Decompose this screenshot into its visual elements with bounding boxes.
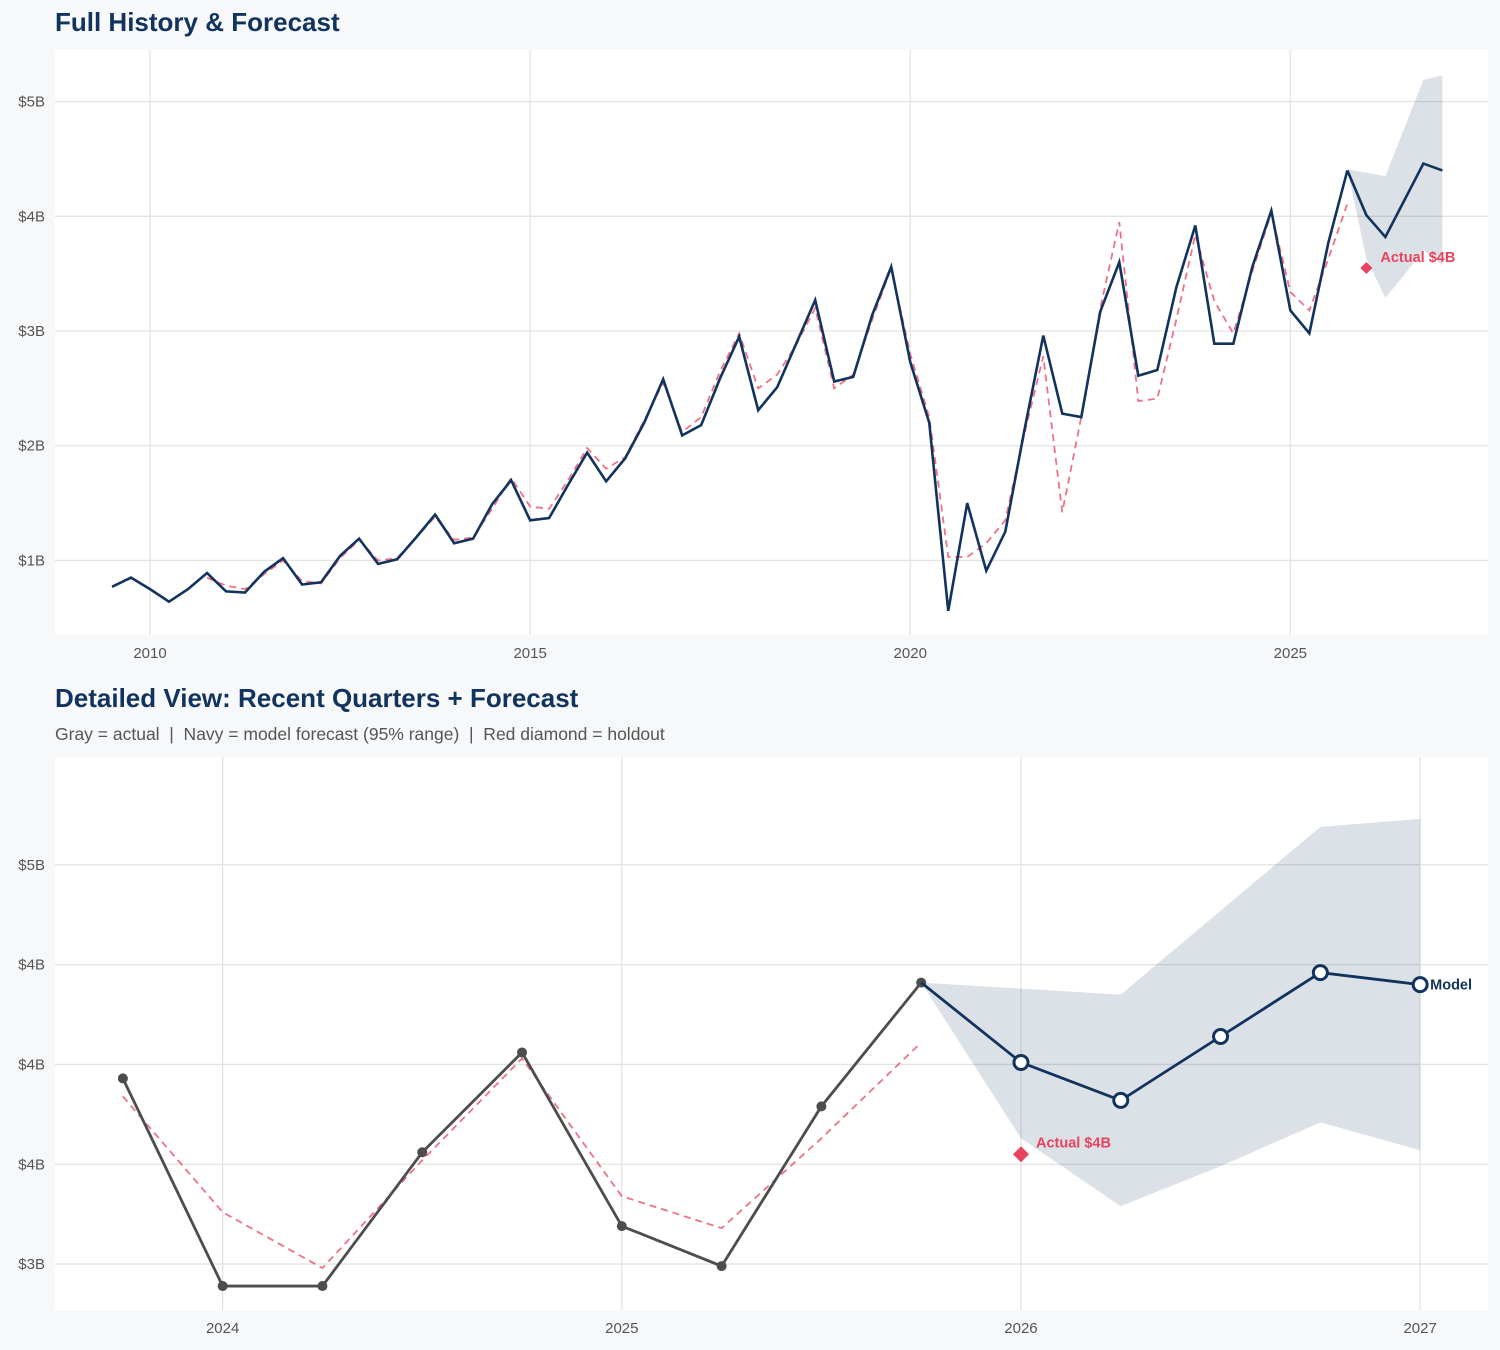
fitted-line [122,1041,922,1270]
x-tick-label: 2010 [133,645,166,662]
forecast-line [920,971,1421,1102]
holdout-label: Actual $4B [1036,1135,1111,1151]
y-tick-label: $5B [18,94,45,111]
y-tick-label: $3B [18,1256,45,1273]
actual-point [816,1101,827,1112]
x-tick-label: 2026 [1004,1320,1037,1337]
holdout-label: Actual $4B [1380,250,1455,266]
plot-area [55,757,1488,1310]
y-tick-label: $4B [18,957,45,974]
holdout-diamond [1012,1146,1029,1163]
forecast-point [1112,1091,1130,1109]
bottom-chart-title: Detailed View: Recent Quarters + Forecas… [55,683,579,713]
y-tick-label: $4B [18,1056,45,1073]
actual-point [616,1221,627,1232]
forecast-line [1346,161,1443,240]
forecast-point [1311,964,1329,982]
y-tick-label: $2B [18,438,45,455]
forecast-95-range-band [921,818,1421,1207]
bottom-chart-subtitle: Gray = actual | Navy = model forecast (9… [55,724,665,744]
x-tick-label: 2025 [1274,645,1307,662]
x-tick-label: 2024 [206,1320,239,1337]
forecast-95-range-band [1347,75,1443,298]
forecast-point [1212,1027,1230,1045]
actual-line [111,170,1349,612]
y-tick-label: $5B [18,857,45,874]
x-tick-label: 2025 [605,1320,638,1337]
actual-point [317,1281,328,1292]
y-tick-label: $1B [18,552,45,569]
forecast-point [1012,1053,1030,1071]
series-label-model: Model [1430,978,1472,994]
y-tick-label: $3B [18,323,45,340]
y-tick-label: $4B [18,1156,45,1173]
x-tick-label: 2027 [1403,1320,1436,1337]
y-tick-label: $4B [18,208,45,225]
bottom-chart: $3B $4B $4B $4B $5B 2024 2025 2026 2027 Model Actu… [18,757,1488,1337]
x-tick-label: 2020 [894,645,927,662]
top-chart-title: Full History & Forecast [55,7,340,37]
top-chart: $1B $2B $3B $4B $5B 2010 2015 2020 2025 Actual $4… [18,50,1488,662]
holdout-diamond [1360,261,1373,274]
actual-point [716,1261,727,1272]
actual-point [117,1073,128,1084]
actual-point [417,1147,428,1158]
actual-point [217,1281,228,1292]
forecast-point [1411,976,1429,994]
x-tick-label: 2015 [513,645,546,662]
fitted-line [206,203,1349,591]
plot-area [55,50,1488,635]
actual-point [517,1047,528,1058]
